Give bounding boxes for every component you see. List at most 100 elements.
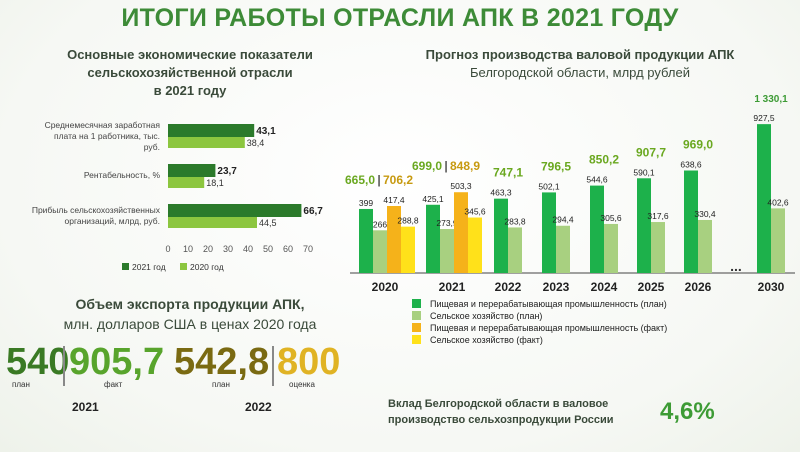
bar-plan	[684, 170, 698, 273]
export-2022-plan: 542,8	[174, 341, 270, 383]
category-label: 2026	[685, 280, 712, 294]
x-tick-label: 70	[303, 244, 313, 254]
bar-fact	[387, 206, 401, 273]
bar-plan	[359, 208, 373, 273]
legend-swatch-2021	[122, 263, 129, 270]
bar-value-label: 266	[373, 219, 387, 229]
total-separator: |	[444, 159, 447, 173]
bar-fact	[454, 192, 468, 273]
total-separator: |	[377, 173, 380, 187]
bar-plan	[556, 225, 570, 273]
bar-plan	[542, 192, 556, 273]
page-title: ИТОГИ РАБОТЫ ОТРАСЛИ АПК В 2021 ГОДУ	[121, 4, 679, 32]
bar-2021	[168, 124, 255, 137]
bar-value-label: 399	[359, 198, 373, 208]
bar-value-label: 402,6	[767, 197, 789, 207]
category-label: 2030	[758, 280, 785, 294]
bar-value-label: 294,4	[552, 215, 574, 225]
fact-total-label: 706,2	[383, 173, 413, 187]
export-year-2021: 2021	[72, 400, 99, 414]
x-tick-label: 10	[183, 244, 193, 254]
contribution-value: 4,6%	[660, 398, 715, 425]
category-label: 2020	[372, 280, 399, 294]
category-label: 2024	[591, 280, 618, 294]
bar-value-label: 305,6	[600, 213, 622, 223]
category-label: Прибыль сельскохозяйственных	[32, 205, 161, 215]
fact-total-label: 848,9	[450, 159, 480, 173]
export-2022-estimate: 800	[277, 341, 341, 383]
total-label: 796,5	[541, 159, 571, 173]
bar-label-2020: 18,1	[206, 178, 224, 188]
contribution-text-line: производство сельхозпродукции России	[388, 414, 614, 426]
legend-label: Пищевая и перерабатывающая промышленност…	[430, 299, 667, 309]
bar-2021	[168, 204, 302, 217]
bar-plan	[771, 208, 785, 273]
x-tick-label: 40	[243, 244, 253, 254]
bar-fact	[401, 226, 415, 273]
bar-value-label: 502,1	[538, 181, 560, 191]
bar-2020	[168, 137, 245, 148]
bar-plan	[651, 222, 665, 273]
legend-swatch	[412, 299, 421, 308]
legend-label-2021: 2021 год	[132, 262, 166, 272]
category-label: 2023	[543, 280, 570, 294]
left-chart-title: Основные экономические показатели сельск…	[20, 46, 360, 100]
x-tick-label: 60	[283, 244, 293, 254]
bar-value-label: 503,3	[450, 181, 472, 191]
category-label: руб.	[144, 142, 160, 152]
category-label: Рентабельность, %	[84, 170, 161, 180]
export-2022-plan-label: план	[212, 380, 230, 389]
bar-value-label: 417,4	[383, 195, 405, 205]
bar-2021	[168, 164, 216, 177]
export-2021-fact: 905,7	[69, 341, 165, 383]
legend-swatch	[412, 311, 421, 320]
indicators-bar-chart: 0 10 20 30 40 50 60 70 Среднемесячная заработная…	[32, 120, 323, 272]
bar-value-label: 273,9	[436, 218, 458, 228]
legend-label: Сельское хозяйство (факт)	[430, 335, 543, 345]
x-tick-label: 50	[263, 244, 273, 254]
bar-plan	[698, 219, 712, 273]
gap-marker: ...	[730, 258, 742, 274]
bar-label-2020: 38,4	[247, 138, 265, 148]
right-chart-title-line: Белгородской области, млрд рублей	[470, 65, 690, 80]
bar-2020	[168, 217, 257, 228]
bar-plan	[508, 227, 522, 273]
total-label: 747,1	[493, 166, 523, 180]
bar-value-label: 544,6	[586, 175, 608, 185]
divider	[272, 346, 274, 386]
export-2021-fact-label: факт	[104, 380, 123, 389]
bar-2020	[168, 177, 205, 188]
category-label: Среднемесячная заработная	[45, 120, 161, 130]
total-label: 907,7	[636, 145, 666, 159]
category-label: 2025	[638, 280, 665, 294]
legend-label: Сельское хозяйство (план)	[430, 311, 542, 321]
export-title: Объем экспорта продукции АПК, млн. долла…	[20, 294, 360, 334]
right-chart-title-line: Прогноз производства валовой продукции А…	[425, 47, 735, 62]
bar-value-label: 317,6	[647, 211, 669, 221]
left-chart-title-line: Основные экономические показатели	[67, 47, 313, 62]
export-2021-plan: 540	[6, 341, 70, 383]
bar-plan	[426, 204, 440, 273]
export-title-line: млн. долларов США в ценах 2020 года	[63, 316, 317, 332]
export-2021-plan-label: план	[12, 380, 30, 389]
total-label: 850,2	[589, 153, 619, 167]
bar-plan	[604, 223, 618, 273]
left-chart-title-line: в 2021 году	[153, 83, 227, 98]
legend-swatch	[412, 335, 421, 344]
bar-value-label: 463,3	[490, 188, 512, 198]
bar-value-label: 927,5	[753, 113, 775, 123]
bar-label-2021: 23,7	[217, 166, 237, 177]
bar-plan	[440, 229, 454, 273]
total-label: 665,0	[345, 173, 375, 187]
category-label: 2021	[439, 280, 466, 294]
divider	[63, 346, 65, 386]
bar-plan	[494, 198, 508, 273]
total-label: 699,0	[412, 159, 442, 173]
category-label: 2022	[495, 280, 522, 294]
right-chart-title: Прогноз производства валовой продукции А…	[380, 46, 780, 82]
total-label: 969,0	[683, 138, 713, 152]
bar-plan	[590, 185, 604, 273]
bar-fact	[468, 217, 482, 273]
bar-value-label: 288,8	[397, 216, 419, 226]
